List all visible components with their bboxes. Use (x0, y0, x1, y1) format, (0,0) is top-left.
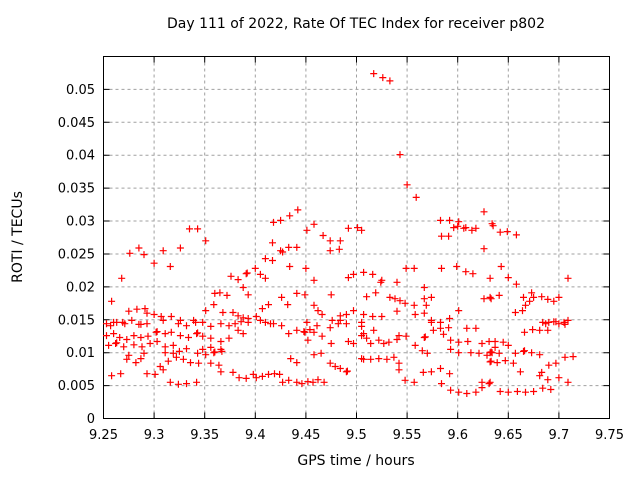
svg-text:0.05: 0.05 (66, 83, 95, 98)
plot-border (103, 56, 610, 419)
grid-lines (103, 56, 610, 419)
svg-text:0.01: 0.01 (66, 346, 95, 361)
svg-text:9.65: 9.65 (494, 428, 523, 443)
svg-text:0.035: 0.035 (58, 182, 95, 197)
svg-text:0.03: 0.03 (66, 215, 95, 230)
svg-text:0.015: 0.015 (58, 313, 95, 328)
svg-text:9.55: 9.55 (393, 428, 422, 443)
x-axis-label: GPS time / hours (297, 453, 415, 469)
chart-title: Day 111 of 2022, Rate Of TEC Index for r… (167, 16, 545, 32)
svg-text:9.5: 9.5 (346, 428, 367, 443)
svg-text:9.25: 9.25 (89, 428, 118, 443)
svg-text:9.7: 9.7 (549, 428, 570, 443)
tick-labels: 9.25 9.3 9.35 9.4 9.45 9.5 9.55 9.6 9.65 9.7 9.75 0… (58, 83, 624, 443)
svg-text:0.02: 0.02 (66, 280, 95, 295)
scatter-points (103, 70, 577, 397)
svg-text:9.75: 9.75 (595, 428, 624, 443)
svg-text:0.04: 0.04 (66, 149, 95, 164)
svg-text:0: 0 (87, 412, 95, 427)
svg-text:0.025: 0.025 (58, 248, 95, 263)
svg-text:9.6: 9.6 (447, 428, 468, 443)
svg-text:9.45: 9.45 (291, 428, 320, 443)
svg-text:9.4: 9.4 (245, 428, 266, 443)
svg-text:0.005: 0.005 (58, 379, 95, 394)
svg-text:0.045: 0.045 (58, 116, 95, 131)
svg-text:9.35: 9.35 (190, 428, 219, 443)
svg-text:9.3: 9.3 (144, 428, 165, 443)
